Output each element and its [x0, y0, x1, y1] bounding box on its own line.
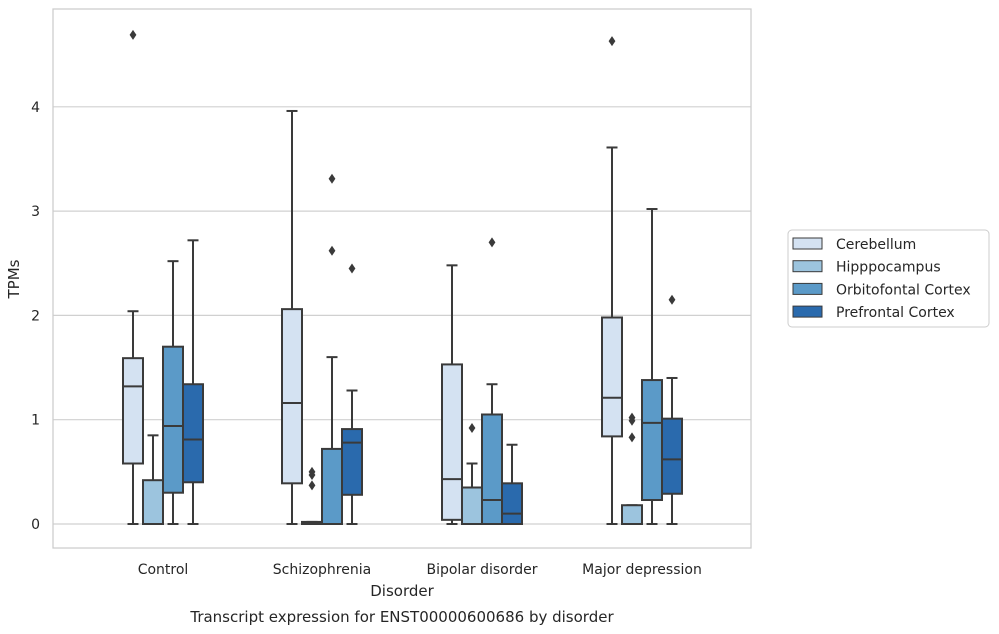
legend-swatch	[792, 282, 823, 295]
x-tick-labels: Control Schizophrenia Bipolar disorder Majo…	[138, 562, 702, 578]
box	[122, 357, 144, 465]
box-group	[461, 423, 483, 525]
box-group	[601, 36, 623, 525]
x-tick-label: Bipolar disorder	[426, 562, 537, 578]
plot-frame	[52, 8, 752, 549]
y-axis-title: TPMs	[5, 259, 23, 299]
x-tick-label: Schizophrenia	[273, 562, 371, 578]
outlier	[348, 263, 356, 274]
box	[321, 447, 343, 525]
outlier	[308, 480, 316, 491]
outlier	[328, 173, 336, 184]
outlier	[129, 29, 137, 40]
outlier	[628, 412, 636, 423]
legend-entry: Prefrontal Cortex	[792, 305, 955, 321]
box-group	[301, 466, 323, 526]
legend-swatch	[792, 305, 823, 318]
legend-entry: Orbitofontal Cortex	[792, 282, 971, 298]
box	[162, 345, 184, 494]
box	[281, 308, 303, 485]
x-tick-label: Major depression	[582, 562, 702, 578]
outlier	[488, 237, 496, 248]
outlier	[608, 36, 616, 47]
box	[441, 363, 463, 521]
x-tick-label: Control	[138, 562, 189, 578]
outlier	[328, 245, 336, 256]
box-layer	[122, 29, 683, 526]
legend-entry: Hipppocampus	[792, 260, 941, 276]
box	[661, 417, 683, 495]
box	[601, 316, 623, 438]
outlier	[468, 423, 476, 434]
box-group	[661, 294, 683, 525]
box-group	[341, 263, 363, 525]
y-tick-label: 0	[31, 517, 40, 533]
outlier	[628, 432, 636, 443]
y-tick-labels: 0 1 2 3 4	[31, 100, 40, 533]
y-tick-label: 1	[31, 413, 40, 429]
box-group	[321, 173, 343, 525]
legend-frame	[787, 229, 990, 328]
legend-label: Cerebellum	[836, 237, 916, 253]
legend: Cerebellum Hipppocampus Orbitofontal Corte…	[787, 229, 990, 328]
box	[461, 486, 483, 525]
legend-label: Orbitofontal Cortex	[836, 282, 971, 298]
box	[641, 379, 663, 502]
x-axis-title: Disorder	[370, 582, 434, 600]
chart-caption: Transcript expression for ENST0000060068…	[189, 608, 614, 626]
box	[142, 479, 164, 525]
box-group	[142, 434, 164, 525]
legend-label: Prefrontal Cortex	[836, 305, 955, 321]
legend-swatch	[792, 237, 823, 250]
box	[341, 428, 363, 496]
box-group	[621, 412, 643, 526]
outlier	[308, 466, 316, 477]
box	[501, 482, 523, 525]
box-group	[501, 443, 523, 525]
box-group	[281, 109, 303, 525]
box-group	[481, 237, 503, 525]
outlier	[668, 294, 676, 305]
y-tick-label: 4	[31, 100, 40, 116]
box-group	[122, 29, 144, 525]
box-group	[641, 208, 663, 525]
y-tick-label: 3	[31, 204, 40, 220]
box	[182, 383, 204, 484]
legend-entry: Cerebellum	[792, 237, 916, 253]
y-tick-label: 2	[31, 308, 40, 324]
box	[481, 413, 503, 525]
box-group	[182, 239, 204, 525]
legend-label: Hipppocampus	[836, 260, 941, 276]
box-group	[441, 264, 463, 525]
box	[621, 504, 643, 526]
box-group	[162, 260, 184, 525]
legend-swatch	[792, 260, 823, 273]
